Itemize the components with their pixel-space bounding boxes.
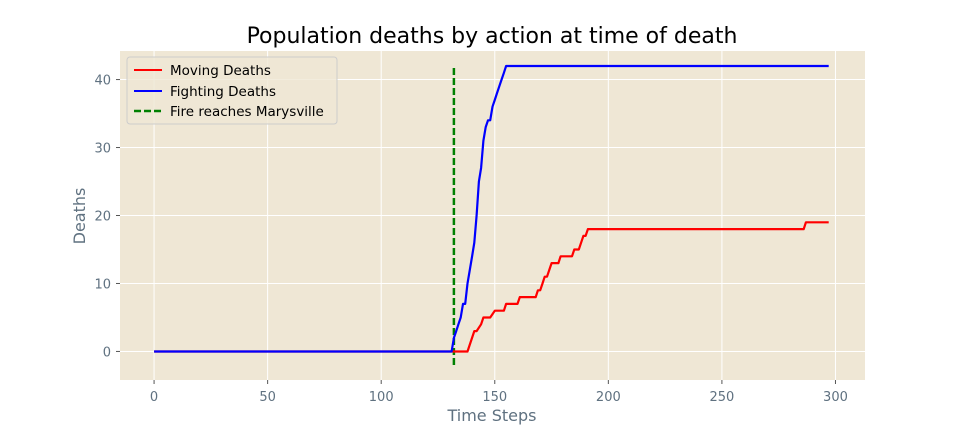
legend-box: [126, 56, 338, 125]
chart-title: Population deaths by action at time of d…: [247, 24, 738, 49]
x-tick-label: 50: [259, 390, 276, 405]
series-layer: [154, 64, 829, 365]
series-line-moving-deaths: [154, 221, 829, 353]
legend: Moving Deaths Fighting Deaths Fire reach…: [126, 56, 338, 125]
x-tick-label: 250: [709, 390, 734, 405]
x-tick-label: 200: [596, 390, 621, 405]
y-tick-label: 10: [94, 277, 111, 292]
y-tick-label: 0: [103, 345, 111, 360]
x-tick-label: 150: [482, 390, 507, 405]
x-tick-label: 100: [369, 390, 394, 405]
series-line-fighting-deaths: [154, 64, 829, 353]
y-tick-label: 20: [94, 210, 111, 225]
y-axis-label: Deaths: [70, 188, 89, 245]
y-tick-label: 30: [94, 142, 111, 157]
legend-label-fire-reaches-marysville: Fire reaches Marysville: [170, 104, 324, 120]
x-axis-label: Time Steps: [446, 406, 536, 425]
x-tick-label: 300: [823, 390, 848, 405]
legend-label-fighting-deaths: Fighting Deaths: [170, 84, 276, 100]
legend-label-moving-deaths: Moving Deaths: [170, 63, 271, 79]
x-tick-label: 0: [150, 390, 158, 405]
y-tick-label: 40: [94, 74, 111, 89]
ticks: 0 50 100 150 200 250 300 0 10 20 30 40: [94, 74, 847, 405]
